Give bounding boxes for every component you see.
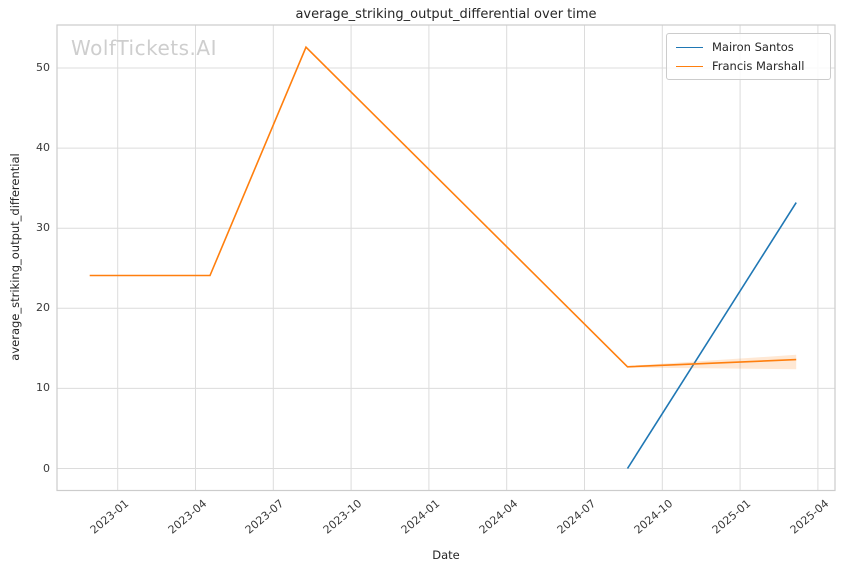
legend-entry-francis-marshall: Francis Marshall xyxy=(676,59,821,73)
y-tick-label: 40 xyxy=(36,141,50,155)
legend-entry-mairon-santos: Mairon Santos xyxy=(676,40,821,54)
y-axis-label: average_striking_output_differential xyxy=(8,153,22,361)
y-tick-label: 50 xyxy=(36,61,50,74)
y-tick-label: 20 xyxy=(36,301,50,315)
chart-title: average_striking_output_differential ove… xyxy=(295,7,597,22)
legend: Mairon Santos Francis Marshall xyxy=(666,33,831,80)
y-tick-label: 30 xyxy=(36,221,50,235)
line-mairon-santos xyxy=(626,202,797,469)
y-tick-label: 10 xyxy=(36,381,50,395)
x-axis-label: Date xyxy=(432,548,460,562)
legend-label: Francis Marshall xyxy=(712,59,805,73)
legend-line-icon xyxy=(676,46,703,48)
legend-line-icon xyxy=(676,65,703,67)
watermark: WolfTickets.AI xyxy=(71,36,217,60)
y-tick-label: 0 xyxy=(43,461,50,475)
legend-label: Mairon Santos xyxy=(712,40,794,54)
confidence-band-francis-marshall xyxy=(627,354,797,370)
plot-spines xyxy=(56,24,836,492)
line-francis-marshall xyxy=(89,45,797,368)
